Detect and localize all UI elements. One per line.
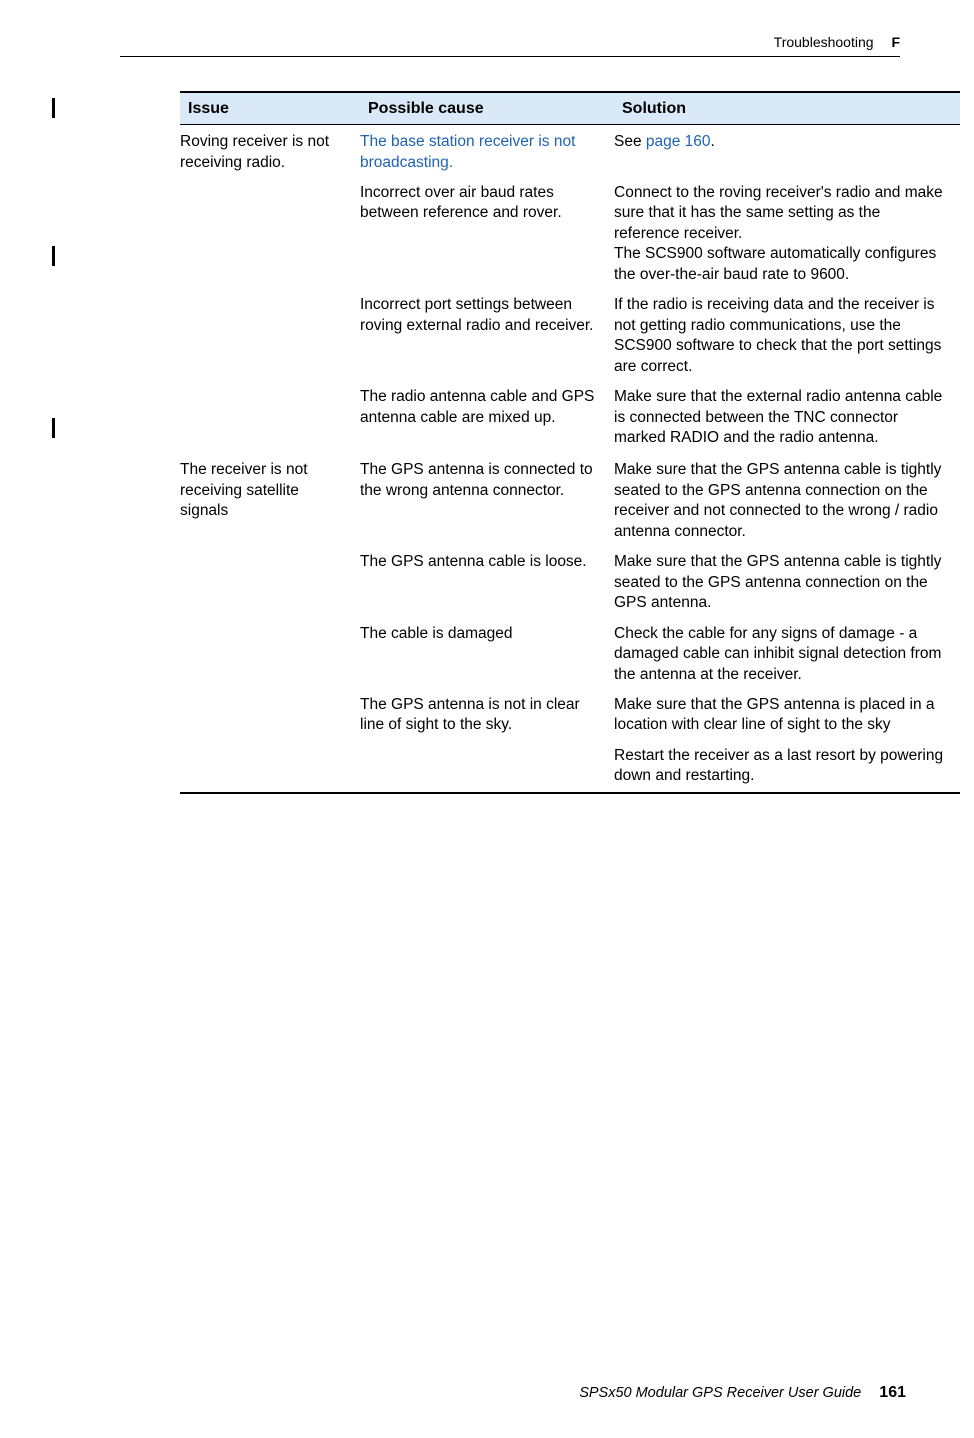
col-header-issue: Issue <box>180 92 360 125</box>
cell-cause: The cable is damaged <box>360 619 614 690</box>
table-row: The GPS antenna cable is loose.Make sure… <box>180 547 960 618</box>
cell-issue: Roving receiver is not receiving radio. <box>180 125 360 178</box>
book-title: SPSx50 Modular GPS Receiver User Guide <box>579 1385 861 1401</box>
change-bar <box>52 418 55 438</box>
table-row: Roving receiver is not receiving radio.T… <box>180 125 960 178</box>
table-row: The cable is damagedCheck the cable for … <box>180 619 960 690</box>
col-header-solution: Solution <box>614 92 960 125</box>
cell-solution: If the radio is receiving data and the r… <box>614 290 960 382</box>
cell-issue <box>180 382 360 453</box>
table-row: The receiver is not receiving satellite … <box>180 453 960 547</box>
cell-cause <box>360 741 614 793</box>
running-head: Troubleshooting F <box>120 34 906 57</box>
change-bar <box>52 246 55 266</box>
cell-solution: Restart the receiver as a last resort by… <box>614 741 960 793</box>
cell-cause: The GPS antenna is connected to the wron… <box>360 453 614 547</box>
cell-issue <box>180 178 360 290</box>
cell-issue: The receiver is not receiving satellite … <box>180 453 360 547</box>
cell-issue <box>180 290 360 382</box>
cell-cause: Incorrect over air baud rates between re… <box>360 178 614 290</box>
page: Troubleshooting F Issue Possible cause S… <box>0 0 974 1438</box>
cell-cause: The GPS antenna is not in clear line of … <box>360 690 614 741</box>
cell-solution: Check the cable for any signs of damage … <box>614 619 960 690</box>
cell-cause: The base station receiver is not broadca… <box>360 125 614 178</box>
page-number: 161 <box>879 1384 906 1401</box>
footer: SPSx50 Modular GPS Receiver User Guide 1… <box>579 1384 906 1402</box>
table-header-row: Issue Possible cause Solution <box>180 92 960 125</box>
col-header-cause: Possible cause <box>360 92 614 125</box>
table-row: The GPS antenna is not in clear line of … <box>180 690 960 741</box>
cell-solution: Make sure that the GPS antenna cable is … <box>614 453 960 547</box>
section-name: Troubleshooting <box>774 34 874 50</box>
cell-cause: The radio antenna cable and GPS antenna … <box>360 382 614 453</box>
table-row: Restart the receiver as a last resort by… <box>180 741 960 793</box>
cell-cause: The GPS antenna cable is loose. <box>360 547 614 618</box>
cell-solution: Make sure that the external radio antenn… <box>614 382 960 453</box>
troubleshooting-table: Issue Possible cause Solution Roving rec… <box>180 91 960 794</box>
cell-solution: Make sure that the GPS antenna is placed… <box>614 690 960 741</box>
cell-cause: Incorrect port settings between roving e… <box>360 290 614 382</box>
table-row: Incorrect over air baud rates between re… <box>180 178 960 290</box>
cell-issue <box>180 741 360 793</box>
cell-issue <box>180 547 360 618</box>
cell-solution: Connect to the roving receiver's radio a… <box>614 178 960 290</box>
cell-solution: Make sure that the GPS antenna cable is … <box>614 547 960 618</box>
table-row: The radio antenna cable and GPS antenna … <box>180 382 960 453</box>
section-letter: F <box>891 34 900 50</box>
table-row: Incorrect port settings between roving e… <box>180 290 960 382</box>
cell-issue <box>180 619 360 690</box>
change-bar <box>52 98 55 118</box>
cell-issue <box>180 690 360 741</box>
cell-solution: See page 160. <box>614 125 960 178</box>
